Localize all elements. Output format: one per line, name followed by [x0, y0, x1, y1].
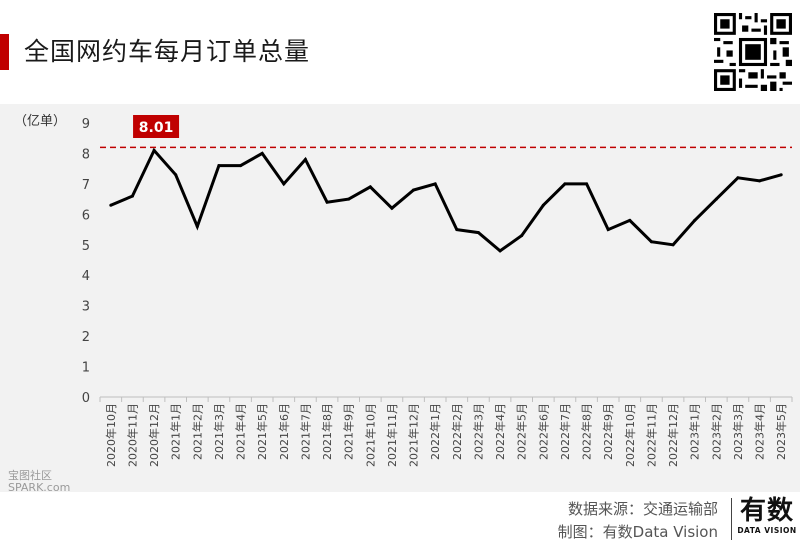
y-tick-label: 3 [82, 300, 90, 315]
line-chart: （亿单） 0 1 2 3 4 5 6 7 8 9 2020年10月 2020年11月 2020年12月 20… [14, 114, 793, 467]
x-tick-label: 2021年5月 [255, 403, 269, 460]
y-tick-label: 4 [82, 269, 90, 284]
y-tick-label: 7 [82, 178, 90, 193]
data-point [520, 234, 524, 238]
x-tick-label: 2021年4月 [234, 403, 248, 460]
y-tick-label: 1 [82, 361, 90, 376]
x-tick-label: 2023年5月 [774, 403, 788, 460]
annotation: 8.01 [133, 115, 180, 138]
y-tick-label: 9 [82, 117, 90, 132]
data-point [606, 228, 610, 232]
x-tick-label: 2021年6月 [277, 403, 291, 460]
x-tick-label: 2021年8月 [320, 403, 334, 460]
plot-panel: （亿单） 0 1 2 3 4 5 6 7 8 9 2020年10月 2020年11月 2020年12月 20… [0, 104, 800, 492]
source-note: 数据来源：交通运输部 制图：有数Data Vision [558, 498, 718, 544]
x-tick-label: 2022年8月 [580, 403, 594, 460]
x-tick-label: 2022年11月 [644, 403, 658, 467]
x-tick-label: 2022年6月 [536, 403, 550, 460]
data-point [649, 240, 653, 244]
data-point [282, 182, 286, 186]
x-tick-label: 2020年12月 [147, 403, 161, 467]
x-tick-label: 2021年11月 [385, 403, 399, 467]
x-tick-label: 2022年9月 [601, 403, 615, 460]
data-point [758, 179, 762, 183]
y-tick-label: 6 [82, 208, 90, 223]
x-tick-label: 2022年4月 [493, 403, 507, 460]
y-tick-label: 8 [82, 147, 90, 162]
brand-logo-cn: 有数 [739, 496, 794, 526]
annotation-label: 8.01 [139, 120, 174, 136]
data-point [368, 185, 372, 189]
x-tick-label: 2020年11月 [125, 403, 139, 467]
data-point [347, 197, 351, 201]
y-axis-label: （亿单） [14, 114, 66, 129]
watermark: 宝图社区 SPARK.com [8, 470, 70, 494]
x-tick-label: 2022年7月 [558, 403, 572, 460]
brand-logo-en: DATA VISION [737, 526, 797, 535]
data-source: 数据来源：交通运输部 [567, 500, 718, 518]
data-point [455, 228, 459, 232]
data-point [693, 218, 697, 222]
data-point [563, 182, 567, 186]
data-point [195, 225, 199, 229]
x-tick-label: 2023年2月 [709, 403, 723, 460]
data-point [174, 173, 178, 177]
data-point [498, 249, 502, 253]
x-tick-label: 2022年12月 [666, 403, 680, 467]
watermark-line-1: 宝图社区 [8, 469, 52, 482]
x-tick-label: 2022年3月 [471, 403, 485, 460]
data-point [714, 197, 718, 201]
x-tick-label: 2022年2月 [450, 403, 464, 460]
data-point [130, 194, 134, 198]
data-point [152, 148, 156, 152]
x-tick-label: 2020年10月 [104, 403, 118, 467]
x-tick-label: 2022年1月 [428, 403, 442, 460]
data-point [476, 231, 480, 235]
x-tick-label: 2021年9月 [342, 403, 356, 460]
data-point [217, 164, 221, 168]
y-tick-label: 0 [82, 391, 90, 406]
brand-logo: 有数 DATA VISION [736, 496, 798, 535]
data-point [303, 158, 307, 162]
x-tick-label: 2023年4月 [753, 403, 767, 460]
data-point [671, 243, 675, 247]
x-tick-label: 2022年10月 [623, 403, 637, 467]
data-point [585, 182, 589, 186]
qr-code-icon [714, 13, 792, 91]
data-point [390, 206, 394, 210]
y-tick-label: 2 [82, 330, 90, 345]
x-tick-label: 2023年1月 [688, 403, 702, 460]
data-point [412, 188, 416, 192]
x-tick-label: 2021年10月 [363, 403, 377, 467]
data-point [433, 182, 437, 186]
x-tick-label: 2021年7月 [298, 403, 312, 460]
x-tick-label: 2021年12月 [407, 403, 421, 467]
data-point [628, 218, 632, 222]
data-point [736, 176, 740, 180]
watermark-line-2: SPARK.com [8, 481, 71, 494]
data-point [541, 203, 545, 207]
data-point [260, 151, 264, 155]
data-point [779, 173, 783, 177]
data-point [239, 164, 243, 168]
title-accent-bar [0, 34, 9, 70]
x-tick-label: 2021年2月 [190, 403, 204, 460]
x-tick-label: 2023年3月 [731, 403, 745, 460]
series-line [110, 147, 782, 253]
annotation-box [133, 115, 180, 138]
data-point [109, 203, 113, 207]
page-title: 全国网约车每月订单总量 [24, 37, 311, 66]
brand-divider [731, 498, 732, 540]
chart-credit: 制图：有数Data Vision [557, 523, 718, 541]
data-point [325, 200, 329, 204]
x-tick-label: 2021年3月 [212, 403, 226, 460]
y-tick-label: 5 [82, 239, 90, 254]
x-tick-label: 2021年1月 [169, 403, 183, 460]
x-tick-label: 2022年5月 [515, 403, 529, 460]
